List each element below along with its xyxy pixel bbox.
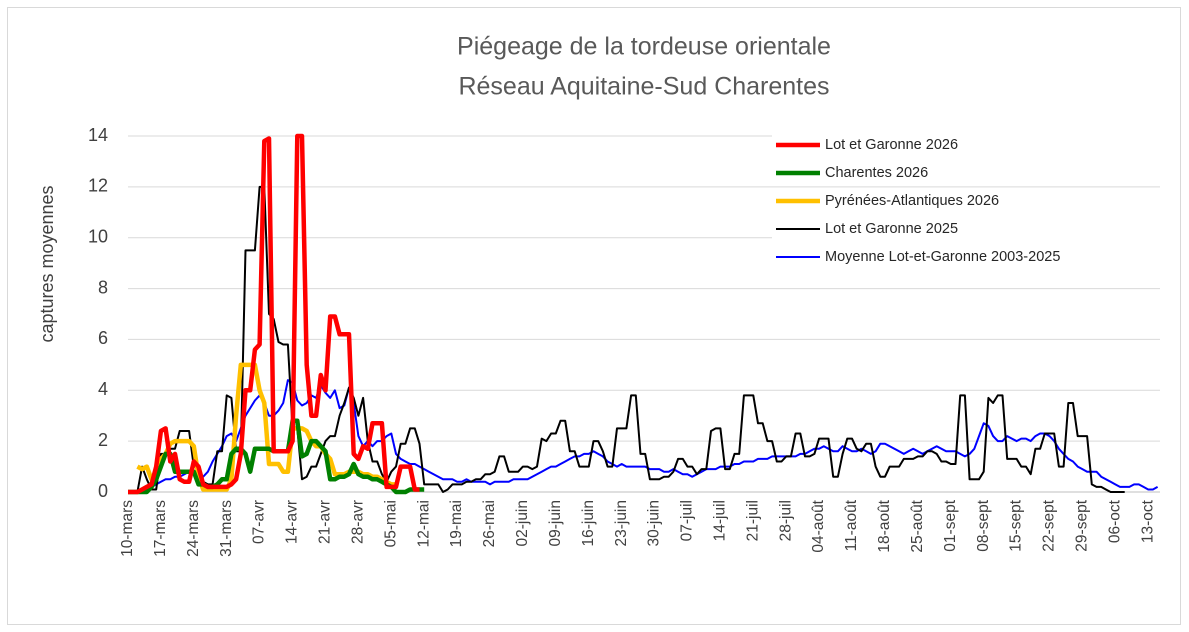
legend-label: Lot et Garonne 2025 <box>825 221 958 237</box>
x-tick-label: 08-sept <box>975 499 992 551</box>
x-tick-label: 05-mai <box>382 500 399 547</box>
chart-frame <box>7 7 1181 625</box>
series-line <box>136 362 396 492</box>
x-tick-label: 07-avr <box>251 500 268 544</box>
x-tick-label: 28-juil <box>777 500 794 541</box>
x-tick-label: 25-août <box>909 499 926 552</box>
x-tick-label: 30-juin <box>646 500 663 547</box>
x-tick-label: 13-oct <box>1139 499 1156 543</box>
x-tick-label: 17-mars <box>152 500 169 557</box>
x-tick-label: 09-juin <box>547 500 564 547</box>
y-tick-label: 10 <box>88 226 108 246</box>
y-tick-label: 14 <box>88 125 108 145</box>
x-tick-label: 01-sept <box>942 499 959 551</box>
legend-label: Charentes 2026 <box>825 165 928 181</box>
x-tick-label: 16-juin <box>580 500 597 547</box>
x-tick-label: 14-juil <box>711 500 728 541</box>
legend-bg <box>772 217 1162 241</box>
x-tick-label: 21-juil <box>744 500 761 541</box>
x-tick-label: 07-juil <box>679 500 696 541</box>
legend-bg <box>772 189 1162 213</box>
chart-subtitle: Réseau Aquitaine-Sud Charentes <box>458 73 829 101</box>
x-tick-label: 28-avr <box>349 500 366 544</box>
x-tick-label: 19-mai <box>448 500 465 547</box>
x-tick-label: 11-août <box>843 499 860 551</box>
y-tick-label: 8 <box>98 277 108 297</box>
x-tick-label: 18-août <box>876 499 893 552</box>
x-tick-label: 15-sept <box>1008 499 1025 551</box>
x-tick-label: 06-oct <box>1106 499 1123 543</box>
legend-bg <box>772 161 1162 185</box>
x-tick-label: 14-avr <box>284 500 301 544</box>
x-tick-label: 12-mai <box>415 500 432 547</box>
chart-title: Piégeage de la tordeuse orientale <box>457 33 831 61</box>
x-tick-label: 29-sept <box>1074 499 1091 551</box>
x-tick-label: 22-sept <box>1041 499 1058 551</box>
x-tick-label: 04-août <box>810 499 827 552</box>
x-tick-label: 24-mars <box>185 500 202 557</box>
y-tick-label: 6 <box>98 328 108 348</box>
x-tick-label: 26-mai <box>481 500 498 547</box>
series-line <box>128 133 420 495</box>
x-tick-label: 10-mars <box>119 500 136 557</box>
x-tick-label: 02-juin <box>514 500 531 547</box>
x-tick-label: 21-avr <box>317 500 334 544</box>
x-tick-label: 31-mars <box>218 500 235 557</box>
legend-label: Lot et Garonne 2026 <box>825 137 958 153</box>
legend-bg <box>772 133 1162 157</box>
y-tick-label: 2 <box>98 430 108 450</box>
x-tick-label: 23-juin <box>613 500 630 547</box>
legend-label: Pyrénées-Atlantiques 2026 <box>825 193 999 209</box>
legend-label: Moyenne Lot-et-Garonne 2003-2025 <box>825 249 1060 265</box>
y-tick-label: 12 <box>88 176 108 196</box>
y-tick-label: 0 <box>98 481 108 501</box>
legend-bg <box>772 245 1162 269</box>
y-tick-label: 4 <box>98 379 108 399</box>
y-axis-label: captures moyennes <box>37 185 57 342</box>
